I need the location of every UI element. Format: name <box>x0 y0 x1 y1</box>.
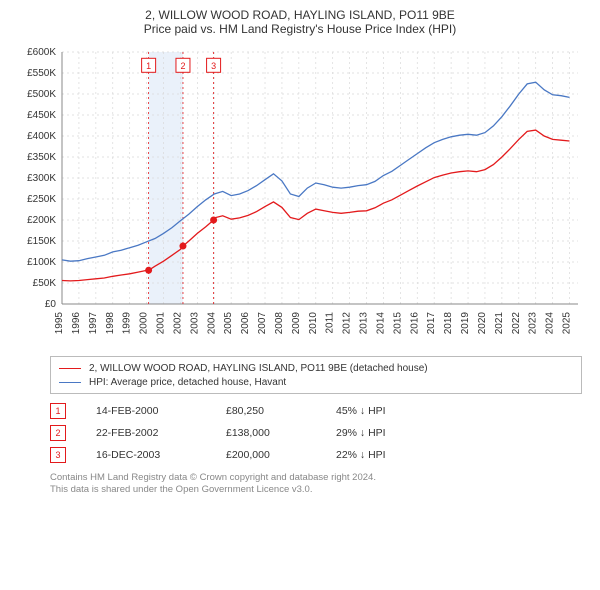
svg-text:£550K: £550K <box>27 68 56 79</box>
svg-text:2010: 2010 <box>308 312 319 335</box>
chart-area: £0 £50K £100K £150K £200K £250K £300K £350K £400… <box>10 42 590 352</box>
svg-text:2014: 2014 <box>375 312 386 335</box>
title-line-1: 2, WILLOW WOOD ROAD, HAYLING ISLAND, PO1… <box>10 8 590 22</box>
svg-text:£500K: £500K <box>27 89 56 100</box>
svg-text:£250K: £250K <box>27 194 56 205</box>
legend-label: HPI: Average price, detached house, Hava… <box>89 377 286 388</box>
svg-text:1: 1 <box>146 61 151 71</box>
footer-line-2: This data is shared under the Open Gover… <box>50 484 582 496</box>
svg-text:2004: 2004 <box>206 312 217 335</box>
svg-text:2013: 2013 <box>359 312 370 335</box>
sale-pct: 29% ↓ HPI <box>336 427 386 439</box>
svg-text:2021: 2021 <box>494 312 505 335</box>
legend-row: 2, WILLOW WOOD ROAD, HAYLING ISLAND, PO1… <box>59 361 573 375</box>
legend-swatch <box>59 368 81 369</box>
svg-text:2025: 2025 <box>562 312 573 335</box>
svg-text:1995: 1995 <box>54 312 65 335</box>
svg-text:£450K: £450K <box>27 110 56 121</box>
sale-price: £200,000 <box>226 449 306 461</box>
svg-text:£100K: £100K <box>27 257 56 268</box>
svg-text:£200K: £200K <box>27 215 56 226</box>
sale-pct: 22% ↓ HPI <box>336 449 386 461</box>
sale-price: £80,250 <box>226 405 306 417</box>
sale-marker-box: 3 <box>50 447 66 463</box>
sale-date: 14-FEB-2000 <box>96 405 196 417</box>
sale-date: 22-FEB-2002 <box>96 427 196 439</box>
svg-text:1998: 1998 <box>105 312 116 335</box>
svg-text:2022: 2022 <box>511 312 522 335</box>
svg-text:£50K: £50K <box>33 278 57 289</box>
svg-text:£400K: £400K <box>27 131 56 142</box>
svg-text:2019: 2019 <box>460 312 471 335</box>
footer-line-1: Contains HM Land Registry data © Crown c… <box>50 472 582 484</box>
svg-text:2007: 2007 <box>257 312 268 335</box>
svg-text:£600K: £600K <box>27 47 56 58</box>
svg-text:2001: 2001 <box>156 312 167 335</box>
svg-text:2012: 2012 <box>342 312 353 335</box>
svg-text:£350K: £350K <box>27 152 56 163</box>
sale-row: 1 14-FEB-2000 £80,250 45% ↓ HPI <box>50 400 582 422</box>
footer: Contains HM Land Registry data © Crown c… <box>50 472 582 497</box>
svg-text:£150K: £150K <box>27 236 56 247</box>
svg-text:2: 2 <box>180 61 185 71</box>
legend-row: HPI: Average price, detached house, Hava… <box>59 375 573 389</box>
svg-text:2005: 2005 <box>223 312 234 335</box>
svg-text:2020: 2020 <box>477 312 488 335</box>
svg-text:1997: 1997 <box>88 312 99 335</box>
svg-text:2017: 2017 <box>426 312 437 335</box>
svg-text:2011: 2011 <box>325 312 336 334</box>
sale-pct: 45% ↓ HPI <box>336 405 386 417</box>
legend-box: 2, WILLOW WOOD ROAD, HAYLING ISLAND, PO1… <box>50 356 582 394</box>
svg-text:2016: 2016 <box>409 312 420 335</box>
svg-text:2008: 2008 <box>274 312 285 335</box>
svg-text:3: 3 <box>211 61 216 71</box>
svg-text:2006: 2006 <box>240 312 251 335</box>
sale-price: £138,000 <box>226 427 306 439</box>
svg-text:2002: 2002 <box>172 312 183 335</box>
sale-marker-box: 1 <box>50 403 66 419</box>
svg-text:2024: 2024 <box>545 312 556 335</box>
svg-text:1999: 1999 <box>122 312 133 335</box>
svg-text:1996: 1996 <box>71 312 82 335</box>
title-line-2: Price paid vs. HM Land Registry's House … <box>10 22 590 36</box>
svg-text:£0: £0 <box>45 299 57 310</box>
legend-swatch <box>59 382 81 383</box>
sale-row: 3 16-DEC-2003 £200,000 22% ↓ HPI <box>50 444 582 466</box>
legend-label: 2, WILLOW WOOD ROAD, HAYLING ISLAND, PO1… <box>89 363 428 374</box>
svg-text:2023: 2023 <box>528 312 539 335</box>
svg-text:2015: 2015 <box>392 312 403 335</box>
svg-text:2000: 2000 <box>139 312 150 335</box>
sale-row: 2 22-FEB-2002 £138,000 29% ↓ HPI <box>50 422 582 444</box>
sale-date: 16-DEC-2003 <box>96 449 196 461</box>
svg-text:2009: 2009 <box>291 312 302 335</box>
sale-marker-box: 2 <box>50 425 66 441</box>
svg-text:£300K: £300K <box>27 173 56 184</box>
svg-text:2003: 2003 <box>189 312 200 335</box>
sales-table: 1 14-FEB-2000 £80,250 45% ↓ HPI 2 22-FEB-2002… <box>50 400 582 466</box>
svg-text:2018: 2018 <box>443 312 454 335</box>
chart-svg: £0 £50K £100K £150K £200K £250K £300K £350K £400… <box>10 42 590 352</box>
